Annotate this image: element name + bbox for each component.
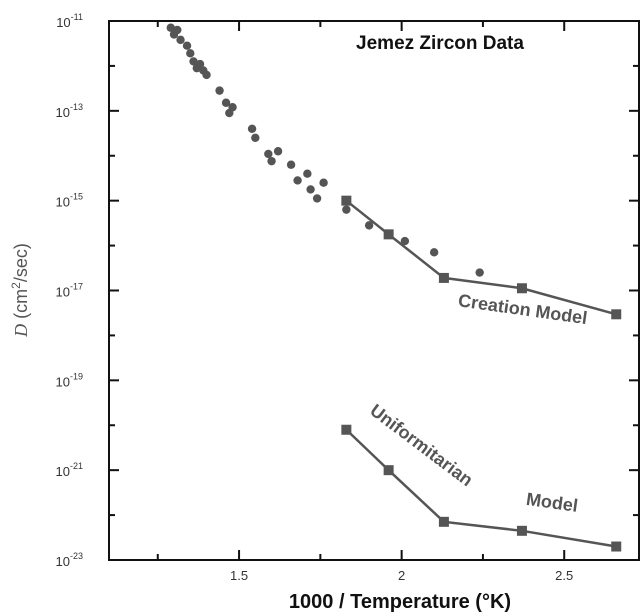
y-tick-label: 10-13 xyxy=(56,102,83,120)
data-point xyxy=(173,25,182,35)
y-tick-label: 10-23 xyxy=(56,551,83,569)
data-point xyxy=(221,98,231,107)
y-axis-symbol: D xyxy=(11,324,31,338)
plot-frame xyxy=(108,20,640,561)
model-point xyxy=(383,465,394,476)
data-point xyxy=(303,169,312,178)
data-point xyxy=(251,133,260,142)
model-line-2 xyxy=(345,428,617,548)
data-point xyxy=(228,103,237,112)
data-point xyxy=(264,149,273,159)
y-axis-units-pre: (cm xyxy=(11,289,31,324)
data-point xyxy=(400,236,410,246)
data-point xyxy=(293,176,302,185)
data-point xyxy=(195,59,205,69)
model-point xyxy=(438,516,449,527)
model-point xyxy=(341,195,352,206)
y-tick-label: 10-15 xyxy=(56,192,83,210)
y-axis-label: D (cm2/sec) xyxy=(9,243,31,338)
axis-ticks xyxy=(109,20,639,561)
x-tick-label: 2.5 xyxy=(555,568,573,583)
model-point xyxy=(383,229,394,240)
chart-title: Jemez Zircon Data xyxy=(356,33,524,54)
y-tick-labels: 10-11 10-13 10-15 10-17 10-19 10-21 10-23 xyxy=(56,12,83,569)
data-point xyxy=(312,194,322,203)
model-point xyxy=(341,424,352,435)
data-point xyxy=(364,221,374,230)
data-point xyxy=(176,35,185,45)
x-tick-label: 2 xyxy=(398,568,405,583)
data-point xyxy=(319,178,328,187)
y-tick-label: 10-21 xyxy=(56,461,83,479)
y-axis-units-post: /sec) xyxy=(11,243,31,282)
annotation-label: Model xyxy=(525,489,579,516)
data-point xyxy=(286,160,296,169)
data-point xyxy=(247,124,257,133)
annotation-label: Creation Model xyxy=(457,290,589,328)
model-point xyxy=(516,525,527,536)
model-point xyxy=(516,283,527,294)
y-tick-label: 10-17 xyxy=(56,282,83,300)
y-tick-label: 10-11 xyxy=(56,12,83,30)
data-point xyxy=(186,49,195,58)
model-point xyxy=(611,309,622,320)
data-point xyxy=(202,70,211,80)
data-point xyxy=(267,156,276,166)
model-point xyxy=(611,541,622,552)
x-tick-label: 1.5 xyxy=(230,568,248,583)
data-point xyxy=(189,57,198,66)
data-point xyxy=(166,23,175,32)
data-point xyxy=(429,248,439,257)
data-point xyxy=(342,205,351,214)
data-point xyxy=(273,147,283,156)
x-axis-label: 1000 / Temperature (°K) xyxy=(289,591,511,613)
data-point xyxy=(475,268,484,277)
data-point xyxy=(215,86,224,95)
model-point xyxy=(438,272,449,283)
annotation-label: Uniformitarian xyxy=(366,400,476,490)
data-point xyxy=(182,41,192,50)
y-axis-units-sup: 2 xyxy=(9,282,23,289)
series-markers xyxy=(166,23,622,552)
data-point xyxy=(306,185,315,194)
y-tick-label: 10-19 xyxy=(56,371,83,389)
x-tick-labels: 1.5 2 2.5 xyxy=(230,568,573,583)
